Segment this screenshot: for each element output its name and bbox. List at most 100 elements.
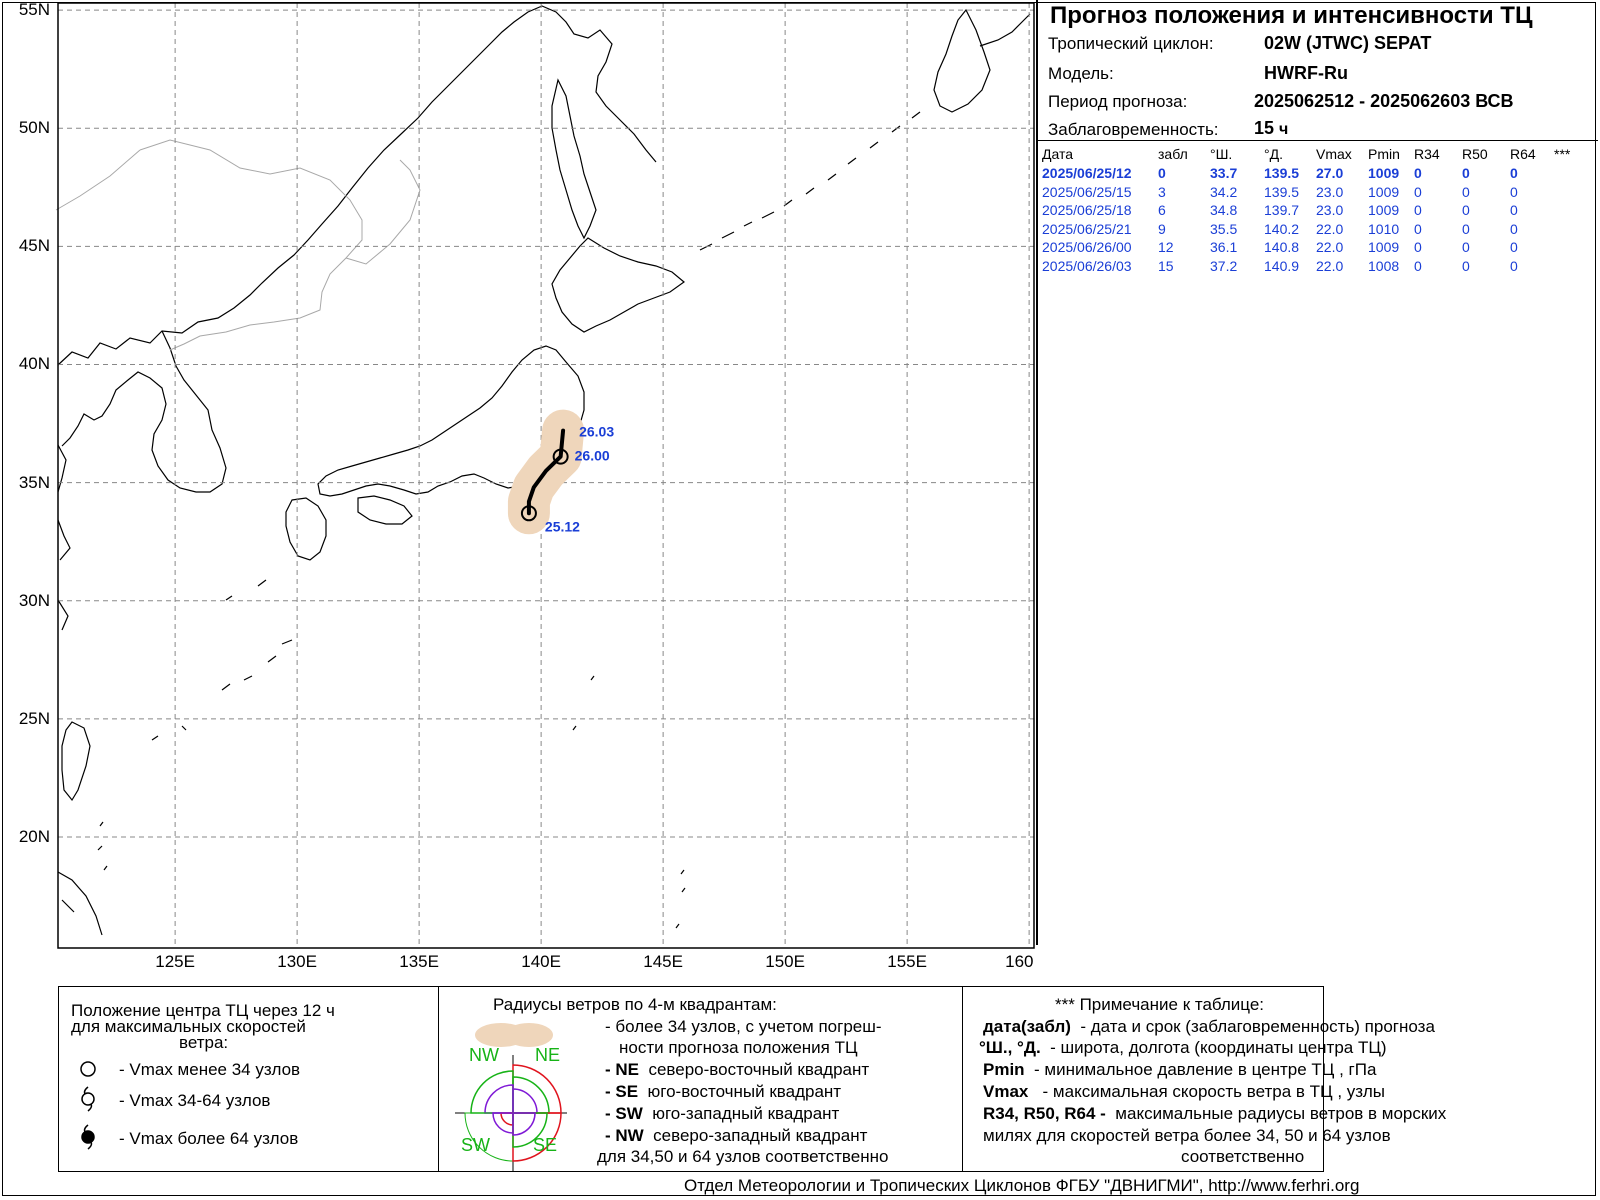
table-cell: 1009 bbox=[1368, 165, 1400, 181]
note-coords: °Ш., °Д. - широта, долгота (координаты ц… bbox=[979, 1038, 1387, 1058]
philippines bbox=[57, 871, 103, 936]
table-cell: 2025/06/25/18 bbox=[1042, 202, 1132, 218]
china-coast bbox=[57, 444, 71, 631]
nw-text: северо-западный квадрант bbox=[653, 1126, 868, 1145]
ne-text: северо-восточный квадрант bbox=[648, 1060, 870, 1079]
track-position-icon bbox=[520, 505, 537, 522]
lead-value: 15 ч bbox=[1254, 118, 1288, 139]
note-vmax-code: Vmax bbox=[983, 1082, 1029, 1101]
table-cell: 35.5 bbox=[1210, 220, 1238, 237]
legend-item-storm: - Vmax 34-64 узлов bbox=[119, 1091, 271, 1110]
symbol-weak-icon bbox=[80, 1061, 96, 1077]
legend-item-typhoon: - Vmax более 64 узлов bbox=[119, 1129, 299, 1148]
table-cell: 0 bbox=[1510, 202, 1518, 218]
lat-label: 25N bbox=[18, 708, 50, 728]
lat-label: 35N bbox=[18, 472, 50, 492]
period-value: 2025062512 - 2025062603 ВСВ bbox=[1254, 91, 1514, 111]
track-line bbox=[526, 428, 566, 516]
note-vmax: Vmax - максимальная скорость ветра в ТЦ … bbox=[983, 1082, 1385, 1102]
table-cell: 0 bbox=[1462, 257, 1470, 274]
note-radii-line2: милях для скоростей ветра более 34, 50 и… bbox=[983, 1126, 1391, 1145]
period-label: Период прогноза: bbox=[1048, 92, 1188, 111]
table-cell: 34.8 bbox=[1210, 202, 1238, 218]
lat-label: 50N bbox=[18, 118, 50, 138]
track-time-label: 26.03 bbox=[579, 424, 614, 440]
table-cell: 0 bbox=[1414, 202, 1422, 218]
lon-label: 145E bbox=[643, 952, 683, 971]
map-frame bbox=[57, 2, 1035, 949]
table-cell: 0 bbox=[1414, 257, 1422, 274]
ne-code: - NE bbox=[605, 1060, 639, 1079]
note-pmin-text: - минимальное давление в центре ТЦ , гПа bbox=[1034, 1060, 1377, 1079]
note-radii: R34, R50, R64 - максимальные радиусы вет… bbox=[983, 1104, 1446, 1124]
note-radii-text: максимальные радиусы ветров в морских bbox=[1115, 1104, 1447, 1123]
table-cell: 2025/06/26/00 bbox=[1042, 239, 1132, 255]
note-radii-line3: соответственно bbox=[1181, 1147, 1305, 1166]
table-cell: 0 bbox=[1462, 165, 1470, 181]
forecast-map: 25.12 26.00 26.03 bbox=[55, 2, 1035, 949]
table-cell: 0 bbox=[1462, 220, 1470, 237]
note-coords-code: °Ш., °Д. bbox=[979, 1038, 1041, 1057]
legend-table-notes: *** Примечание к таблице: дата(забл) - д… bbox=[963, 987, 1446, 1171]
legend2-se: - SE юго-восточный квадрант bbox=[605, 1082, 841, 1102]
ryukyu-islands bbox=[151, 579, 293, 741]
table-header-cell: Vmax bbox=[1316, 146, 1352, 162]
lat-label: 45N bbox=[18, 236, 50, 256]
quadrant-nw-label: NW bbox=[469, 1045, 499, 1065]
legend2-title: Радиусы ветров по 4-м квадрантам: bbox=[493, 995, 777, 1014]
legend-wind-radii: Радиусы ветров по 4-м квадрантам: NW NE … bbox=[439, 987, 963, 1171]
table-cell: 2025/06/25/21 bbox=[1042, 220, 1132, 237]
note-radii-code: R34, R50, R64 - bbox=[983, 1104, 1106, 1123]
legend-center-position: Положение центра ТЦ через 12 ч для макси… bbox=[59, 987, 439, 1171]
cyclone-label: Тропический циклон: bbox=[1048, 34, 1214, 53]
table-header-cell: забл bbox=[1158, 146, 1188, 162]
table-cell: 0 bbox=[1462, 183, 1470, 200]
table-cell: 0 bbox=[1510, 183, 1518, 200]
track-position-icon bbox=[552, 448, 569, 465]
table-cell: 1010 bbox=[1368, 220, 1400, 237]
track-time-label: 25.12 bbox=[545, 518, 580, 534]
se-code: - SE bbox=[605, 1082, 639, 1101]
legend2-sw: - SW юго-западный квадрант bbox=[605, 1104, 839, 1124]
se-text: юго-восточный квадрант bbox=[647, 1082, 842, 1101]
asia-coast bbox=[57, 5, 657, 366]
lon-label: 160 bbox=[1005, 952, 1034, 971]
table-cell: 140.8 bbox=[1264, 239, 1300, 255]
table-cell: 0 bbox=[1462, 239, 1470, 255]
table-cell: 140.9 bbox=[1264, 257, 1300, 274]
table-cell: 0 bbox=[1510, 257, 1518, 274]
model-label: Модель: bbox=[1048, 64, 1114, 83]
model-value: HWRF-Ru bbox=[1264, 63, 1348, 83]
nw-code: - NW bbox=[605, 1126, 644, 1145]
cyclone-track: 25.12 26.00 26.03 bbox=[507, 409, 614, 535]
table-header-cell: R64 bbox=[1510, 146, 1536, 162]
table-cell: 15 bbox=[1158, 257, 1174, 274]
table-cell: 0 bbox=[1462, 202, 1470, 218]
table-cell: 23.0 bbox=[1316, 202, 1344, 218]
symbol-typhoon-icon bbox=[81, 1124, 95, 1150]
table-cell: 139.5 bbox=[1264, 165, 1300, 181]
table-cell: 0 bbox=[1414, 183, 1422, 200]
table-cell: 6 bbox=[1158, 202, 1166, 218]
borders bbox=[55, 139, 421, 351]
legend-symbols bbox=[80, 1061, 96, 1150]
table-cell: 1009 bbox=[1368, 183, 1400, 200]
note-date-text: - дата и срок (заблаговременность) прогн… bbox=[1080, 1017, 1435, 1036]
kuril-islands bbox=[699, 111, 921, 251]
table-header-cell: R50 bbox=[1462, 146, 1488, 162]
shikoku bbox=[357, 495, 413, 525]
lead-hours: 15 bbox=[1254, 118, 1275, 138]
table-cell: 139.5 bbox=[1264, 183, 1300, 200]
footer-credits: Отдел Метеорологии и Тропических Циклоно… bbox=[684, 1176, 1360, 1195]
table-cell: 0 bbox=[1414, 220, 1422, 237]
legend-item-weak: - Vmax менее 34 узлов bbox=[119, 1060, 301, 1079]
grid-lines bbox=[58, 3, 1034, 948]
table-cell: 0 bbox=[1414, 165, 1422, 181]
sw-code: - SW bbox=[605, 1104, 643, 1123]
kyushu bbox=[285, 497, 327, 561]
lat-label: 20N bbox=[18, 826, 50, 846]
table-cell: 0 bbox=[1510, 220, 1518, 237]
table-cell: 0 bbox=[1158, 165, 1166, 181]
note-vmax-text: - максимальная скорость ветра в ТЦ , узл… bbox=[1042, 1082, 1386, 1101]
table-cell: 1008 bbox=[1368, 257, 1400, 274]
